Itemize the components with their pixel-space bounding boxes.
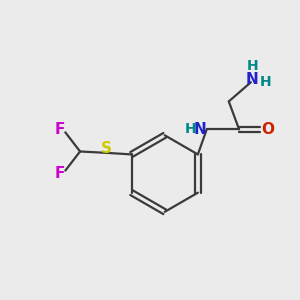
Text: H: H [185, 122, 196, 136]
Text: F: F [54, 166, 64, 181]
Text: F: F [54, 122, 64, 137]
Text: O: O [261, 122, 274, 137]
Text: S: S [101, 141, 112, 156]
Text: N: N [194, 122, 207, 137]
Text: H: H [247, 59, 258, 73]
Text: H: H [260, 75, 272, 89]
Text: N: N [246, 72, 259, 87]
